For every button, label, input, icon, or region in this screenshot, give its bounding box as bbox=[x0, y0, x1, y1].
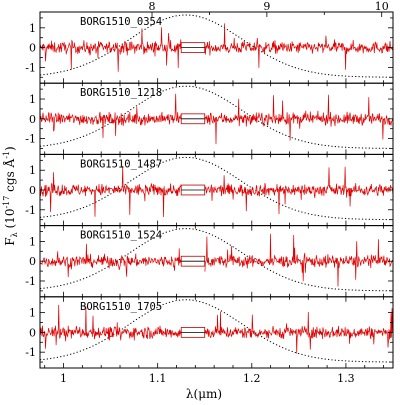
top-tick-label: 10 bbox=[375, 0, 389, 13]
x-axis: 1 1.1 1.2 1.3 bbox=[60, 372, 355, 385]
panel-label: BORG1510_0354 bbox=[80, 16, 162, 28]
flux-spectrum bbox=[40, 304, 393, 354]
y-axis-title: Fλ (10-17 cgs Å-1) bbox=[2, 146, 19, 245]
x-tick-label: 1.1 bbox=[149, 372, 167, 385]
spectrum-panel: 1 0 -1 BORG1510_1524 bbox=[25, 225, 394, 298]
panels-group: 1 0 -1 BORG1510_0354 1 0 -1 BORG1510_1218 1 0 -1 BO… bbox=[25, 11, 394, 369]
panel-plot-area bbox=[40, 14, 393, 78]
throughput-curve bbox=[40, 156, 393, 221]
flux-spectrum bbox=[40, 23, 393, 72]
x-tick-label: 1.2 bbox=[243, 372, 261, 385]
flux-spectrum bbox=[40, 165, 393, 218]
y-tick-label: -1 bbox=[25, 346, 36, 359]
y-tick-label: 1 bbox=[29, 307, 36, 320]
y-tick-label: 0 bbox=[29, 184, 36, 197]
panel-label: BORG1510_1218 bbox=[80, 87, 162, 99]
spectrum-panel: 1 0 -1 BORG1510_1487 bbox=[25, 153, 394, 227]
throughput-curve bbox=[40, 14, 393, 78]
y-tick-label: -1 bbox=[25, 133, 36, 146]
y-tick-label: -1 bbox=[25, 275, 36, 288]
spectrum-panel: 1 0 -1 BORG1510_0354 bbox=[25, 11, 394, 84]
x-tick-label: 1.3 bbox=[337, 372, 355, 385]
y-tick-label: -1 bbox=[25, 204, 36, 217]
flux-spectrum bbox=[40, 93, 393, 145]
x-axis-title: λ(μm) bbox=[186, 387, 222, 401]
top-tick-label: 8 bbox=[149, 0, 156, 13]
spectrum-panel: 1 0 -1 BORG1510_1218 bbox=[25, 82, 394, 155]
y-tick-label: 0 bbox=[29, 255, 36, 268]
panel-plot-area bbox=[40, 299, 393, 363]
throughput-curve bbox=[40, 299, 393, 363]
panel-label: BORG1510_1524 bbox=[80, 230, 162, 242]
y-tick-label: 0 bbox=[29, 113, 36, 126]
panel-plot-area bbox=[40, 85, 393, 149]
panel-plot-area bbox=[40, 156, 393, 221]
throughput-curve bbox=[40, 228, 393, 292]
spectrum-panel: 1 0 -1 BORG1510_1705 bbox=[25, 296, 394, 369]
y-tick-label: 1 bbox=[29, 235, 36, 248]
top-axis: 8 9 10 bbox=[149, 0, 389, 17]
y-tick-label: 0 bbox=[29, 42, 36, 55]
svg-text:Fλ (10-17 cgs Å-1): Fλ (10-17 cgs Å-1) bbox=[2, 146, 19, 245]
y-tick-label: 0 bbox=[29, 326, 36, 339]
top-tick-label: 9 bbox=[263, 0, 270, 13]
panel-label: BORG1510_1487 bbox=[80, 158, 162, 170]
panel-label: BORG1510_1705 bbox=[80, 301, 162, 313]
y-tick-label: 1 bbox=[29, 93, 36, 106]
x-tick-label: 1 bbox=[60, 372, 67, 385]
flux-spectrum bbox=[40, 233, 393, 287]
y-tick-label: 1 bbox=[29, 164, 36, 177]
throughput-curve bbox=[40, 85, 393, 149]
y-tick-label: 1 bbox=[29, 22, 36, 35]
panel-plot-area bbox=[40, 228, 393, 292]
y-tick-label: -1 bbox=[25, 61, 36, 74]
